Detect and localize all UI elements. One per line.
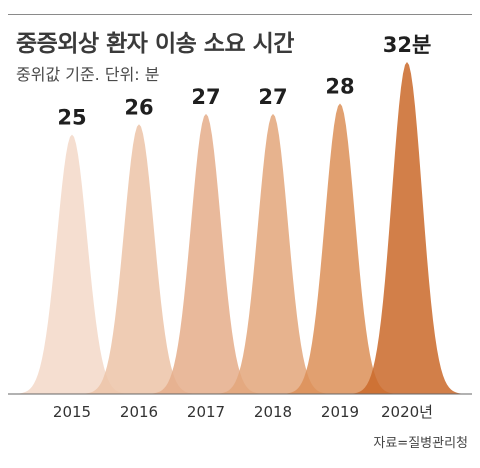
x-axis-ticks: 2015 2016 2017 2018 2019 2020년 [53,403,433,421]
peak-2016 [79,124,199,395]
peak-2019 [280,103,400,394]
peak-2018 [213,113,333,395]
x-tick-label: 2016 [120,403,158,421]
chart-title: 중증외상 환자 이송 소요 시간 [16,31,294,57]
chart-subtitle: 중위값 기준. 단위: 분 [16,65,160,84]
peak-2017 [146,113,266,395]
value-labels: 25 26 27 27 28 32분 [57,33,431,130]
x-tick-label: 2015 [53,403,91,421]
x-tick-label: 2019 [321,403,359,421]
value-label: 27 [191,85,220,109]
value-label: 25 [57,106,86,130]
x-tick-label: 2018 [254,403,292,421]
value-label: 28 [325,75,354,99]
peak-series [12,62,467,395]
peak-2015 [12,134,132,394]
x-tick-label: 2017 [187,403,225,421]
peak-2020년 [347,62,467,394]
value-label: 32분 [383,33,432,57]
top-rule [8,14,472,15]
value-label: 27 [258,85,287,109]
source-note: 자료=질병관리청 [373,436,468,451]
x-tick-label: 2020년 [381,403,433,421]
value-label: 26 [124,95,153,119]
